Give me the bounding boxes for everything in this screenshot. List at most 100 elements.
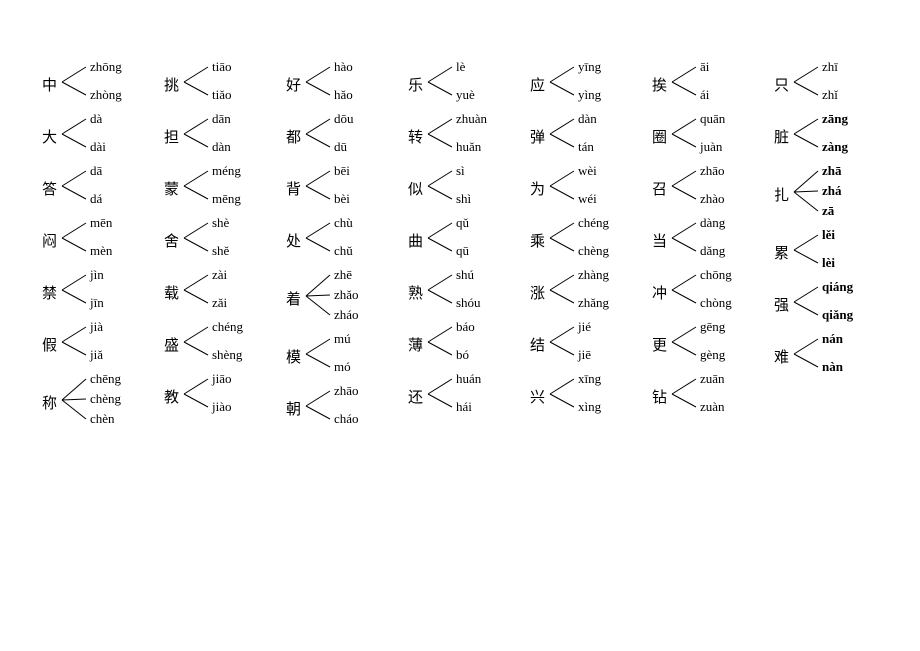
polyphone-entry: 脏zāngzàng [774, 112, 894, 156]
bracket-icon [60, 164, 88, 208]
polyphone-entry: 朝zhāocháo [286, 384, 406, 428]
hanzi-char: 乐 [408, 74, 423, 95]
pinyin-reading: lèi [822, 256, 835, 269]
polyphone-entry: 答dādá [42, 164, 162, 208]
pinyin-reading: bēi [334, 164, 350, 177]
pinyin-reading: chēng [90, 372, 121, 385]
pinyin-reading: zāng [822, 112, 848, 125]
pinyin-reading: dài [90, 140, 106, 153]
pinyin-reading: chōng [700, 268, 732, 281]
polyphone-entry: 弹dàntán [530, 112, 650, 156]
polyphone-entry: 挨āiái [652, 60, 772, 104]
polyphone-entry: 好 hào hǎo [286, 60, 406, 104]
polyphone-entry: 冲chōngchòng [652, 268, 772, 312]
pinyin-reading: zhǐ [822, 88, 838, 101]
column: 挑tiāotiǎo担dāndàn蒙méngmēng舍shèshě载zàizǎi盛… [164, 60, 284, 420]
pinyin-reading: jiǎ [90, 348, 103, 361]
polyphone-entry: 更gēnggèng [652, 320, 772, 364]
hanzi-char: 答 [42, 178, 57, 199]
pinyin-reading: chù [334, 216, 353, 229]
pinyin-reading: chèng [90, 392, 121, 405]
hanzi-char: 似 [408, 178, 423, 199]
hanzi-char: 兴 [530, 386, 545, 407]
pinyin-reading: chòng [700, 296, 732, 309]
pinyin-reading: chèng [578, 244, 609, 257]
hanzi-char: 教 [164, 386, 179, 407]
hanzi-char: 蒙 [164, 178, 179, 199]
diagram-page: 中zhōngzhòng大dàdài答dādá闷mēnmèn禁jìnjīn假jià… [0, 0, 920, 651]
hanzi-char: 中 [42, 74, 57, 95]
polyphone-entry: 盛chéngshèng [164, 320, 284, 364]
polyphone-entry: 教jiāojiào [164, 372, 284, 416]
pinyin-reading: chéng [578, 216, 609, 229]
pinyin-reading: zhāo [700, 164, 725, 177]
polyphone-entry: 中zhōngzhòng [42, 60, 162, 104]
pinyin-reading: shèng [212, 348, 242, 361]
pinyin-reading: zhào [700, 192, 725, 205]
hanzi-char: 处 [286, 230, 301, 251]
pinyin-reading: huǎn [456, 140, 481, 153]
polyphone-entry: 涨zhàngzhǎng [530, 268, 650, 312]
polyphone-entry: 曲qǔqū [408, 216, 528, 260]
bracket-icon [60, 372, 88, 428]
bracket-icon [426, 164, 454, 208]
pinyin-reading: dàn [212, 140, 231, 153]
pinyin-reading: wéi [578, 192, 597, 205]
pinyin-reading: zhòng [90, 88, 122, 101]
pinyin-reading: lěi [822, 228, 835, 241]
pinyin-reading: jiē [578, 348, 591, 361]
pinyin-reading: dān [212, 112, 231, 125]
pinyin-reading: hǎo [334, 88, 353, 101]
hanzi-char: 模 [286, 346, 301, 367]
pinyin-reading: zā [822, 204, 834, 217]
pinyin-reading: āi [700, 60, 709, 73]
hanzi-char: 薄 [408, 334, 423, 355]
hanzi-char: 只 [774, 74, 789, 95]
pinyin-reading: yìng [578, 88, 601, 101]
polyphone-entry: 处chùchǔ [286, 216, 406, 260]
pinyin-reading: méng [212, 164, 241, 177]
pinyin-reading: jià [90, 320, 103, 333]
polyphone-entry: 背bēibèi [286, 164, 406, 208]
hanzi-char: 乘 [530, 230, 545, 251]
pinyin-reading: shě [212, 244, 229, 257]
bracket-icon [792, 164, 820, 220]
pinyin-reading: zǎi [212, 296, 227, 309]
column: 好hàohǎo都dōudū背bēibèi处chùchǔ着zhēzhǎozháo模… [286, 60, 406, 432]
polyphone-entry: 应yīngyìng [530, 60, 650, 104]
hanzi-char: 转 [408, 126, 423, 147]
pinyin-reading: shóu [456, 296, 481, 309]
pinyin-reading: tán [578, 140, 594, 153]
polyphone-entry: 蒙méngmēng [164, 164, 284, 208]
polyphone-entry: 薄báobó [408, 320, 528, 364]
polyphone-entry: 只 zhī zhǐ [774, 60, 894, 104]
bracket-icon [304, 164, 332, 208]
hanzi-char: 好 [286, 74, 301, 95]
polyphone-entry: 大dàdài [42, 112, 162, 156]
pinyin-reading: zhī [822, 60, 838, 73]
pinyin-reading: wèi [578, 164, 597, 177]
bracket-icon [670, 372, 698, 416]
polyphone-entry: 兴xīngxìng [530, 372, 650, 416]
polyphone-entry: 熟shúshóu [408, 268, 528, 312]
pinyin-reading: jìn [90, 268, 104, 281]
polyphone-entry: 强qiángqiǎng [774, 280, 894, 324]
bracket-icon [792, 332, 820, 376]
bracket-icon [426, 216, 454, 260]
pinyin-reading: shè [212, 216, 229, 229]
hanzi-char: 闷 [42, 230, 57, 251]
polyphone-entry: 似sìshì [408, 164, 528, 208]
pinyin-reading: zhǎo [334, 288, 359, 301]
pinyin-reading: hào [334, 60, 353, 73]
hanzi-char: 盛 [164, 334, 179, 355]
polyphone-entry: 载zàizǎi [164, 268, 284, 312]
bracket-icon [60, 268, 88, 312]
bracket-icon [304, 268, 332, 324]
pinyin-reading: dá [90, 192, 102, 205]
pinyin-reading: dàn [578, 112, 597, 125]
polyphone-entry: 扎zhāzházā [774, 164, 894, 220]
bracket-icon [792, 280, 820, 324]
pinyin-reading: zhāo [334, 384, 359, 397]
pinyin-reading: zhǎng [578, 296, 609, 309]
polyphone-entry: 闷mēnmèn [42, 216, 162, 260]
